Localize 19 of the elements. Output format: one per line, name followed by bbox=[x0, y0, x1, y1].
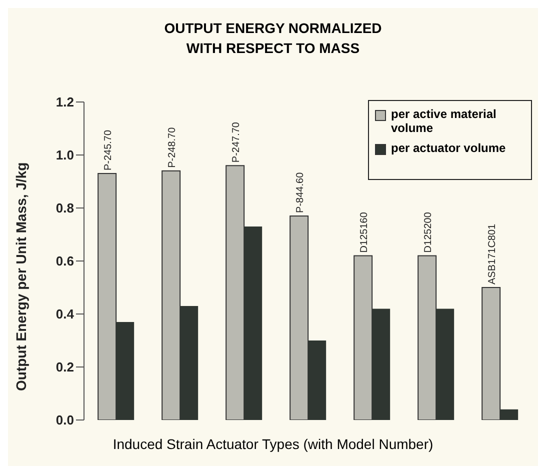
x-tick-label: ASB171C801 bbox=[487, 223, 498, 284]
y-tick-label: 0.2 bbox=[56, 360, 74, 375]
x-tick-label: P-844.60 bbox=[295, 172, 306, 213]
x-tick-label: D125160 bbox=[359, 212, 370, 253]
y-tick-label: 1.0 bbox=[56, 148, 74, 163]
x-tick-label: P-247.70 bbox=[231, 122, 242, 163]
x-tick-label: D125200 bbox=[423, 212, 434, 253]
y-tick-label: 0.8 bbox=[56, 200, 74, 216]
chart-title: OUTPUT ENERGY NORMALIZED WITH RESPECT TO MASS bbox=[163, 19, 383, 58]
x-tick-label: P-245.70 bbox=[103, 130, 114, 171]
x-tick-label: P-248.70 bbox=[167, 126, 178, 168]
y-tick-label: 0.6 bbox=[56, 254, 74, 269]
x-axis-title: Induced Strain Actuator Types (with Model Number) bbox=[112, 436, 434, 452]
y-axis-title: Output Energy per Unit Mass, J/kg bbox=[12, 162, 29, 391]
y-tick-label: 0.4 bbox=[56, 306, 75, 322]
y-tick-label: 1.2 bbox=[56, 94, 74, 110]
legend-label: per actuator volume bbox=[391, 141, 506, 155]
legend-label: per active material volume bbox=[391, 107, 498, 135]
y-tick-label: 0.0 bbox=[56, 412, 74, 428]
